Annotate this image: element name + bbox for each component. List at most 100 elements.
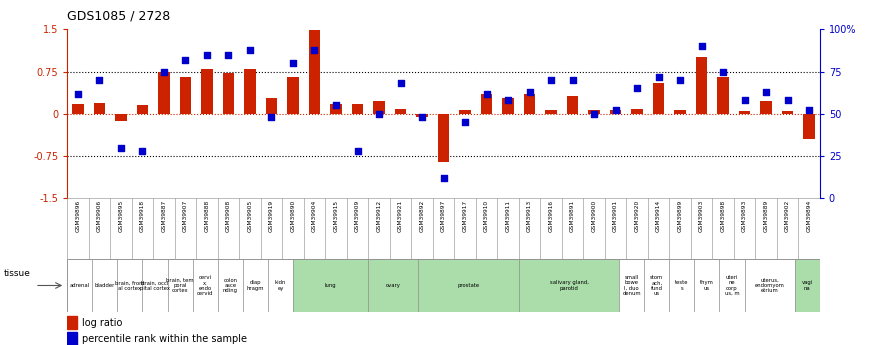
Text: brain, occi
pital cortex: brain, occi pital cortex (140, 280, 170, 291)
Text: kidn
ey: kidn ey (275, 280, 286, 291)
Bar (117, 259, 142, 312)
Bar (218, 259, 243, 312)
Point (608, 108, 623, 113)
Text: uteri
ne
corp
us, m: uteri ne corp us, m (725, 275, 739, 296)
Bar (745, 259, 795, 312)
Text: GSM39908: GSM39908 (226, 200, 231, 233)
Bar (502, 98, 514, 114)
Text: GSM39917: GSM39917 (462, 200, 468, 232)
Text: salivary gland,
parotid: salivary gland, parotid (549, 280, 589, 291)
Bar (644, 259, 669, 312)
Text: GSM39907: GSM39907 (183, 200, 188, 233)
Point (565, 77, 580, 83)
Text: ovary: ovary (386, 283, 401, 288)
Point (92, 77, 107, 83)
Bar (717, 77, 729, 114)
Text: thym
us: thym us (700, 280, 714, 291)
Bar (738, 111, 751, 114)
Text: GSM39899: GSM39899 (677, 200, 683, 233)
Point (694, 43, 709, 49)
Text: GSM39887: GSM39887 (161, 200, 167, 233)
Bar (394, 109, 407, 114)
Text: GSM39896: GSM39896 (75, 200, 81, 232)
Text: GSM39895: GSM39895 (118, 200, 124, 233)
Point (651, 74, 666, 79)
Bar (519, 259, 619, 312)
Text: GSM39911: GSM39911 (505, 200, 511, 232)
Text: GSM39902: GSM39902 (785, 200, 790, 233)
Point (71, 91, 85, 96)
Text: adrenal: adrenal (70, 283, 90, 288)
Text: GSM39889: GSM39889 (763, 200, 769, 233)
Text: percentile rank within the sample: percentile rank within the sample (82, 334, 246, 344)
Point (393, 81, 408, 86)
Point (350, 148, 365, 154)
Bar (265, 98, 278, 114)
Bar (652, 83, 665, 114)
Point (479, 91, 494, 96)
Bar (179, 77, 192, 114)
Point (200, 52, 214, 57)
Bar (566, 96, 579, 114)
Bar (694, 259, 719, 312)
Point (544, 77, 558, 83)
Text: uterus,
endomyom
etrium: uterus, endomyom etrium (754, 278, 785, 293)
Bar (115, 114, 127, 121)
Point (329, 102, 343, 108)
Point (157, 69, 171, 74)
Text: diap
hragm: diap hragm (246, 280, 264, 291)
Bar (201, 69, 213, 114)
Bar (136, 105, 149, 114)
Text: GSM39921: GSM39921 (398, 200, 403, 232)
Bar (193, 259, 218, 312)
Text: GSM39893: GSM39893 (742, 200, 747, 233)
Point (286, 60, 300, 66)
Text: GSM39898: GSM39898 (720, 200, 726, 233)
Text: brain, front
al cortex: brain, front al cortex (115, 280, 145, 291)
Bar (67, 332, 77, 345)
Point (114, 145, 128, 150)
Point (802, 108, 816, 113)
Bar (142, 259, 168, 312)
Text: GSM39888: GSM39888 (204, 200, 210, 233)
Point (522, 89, 537, 95)
Bar (760, 101, 772, 114)
Text: brain, tem
poral
cortex: brain, tem poral cortex (167, 278, 194, 293)
Text: GSM39918: GSM39918 (140, 200, 145, 232)
Bar (480, 94, 493, 114)
Text: teste
s: teste s (675, 280, 689, 291)
Bar (674, 110, 686, 114)
Point (630, 86, 644, 91)
Bar (781, 111, 794, 114)
Point (264, 115, 279, 120)
Point (436, 175, 451, 181)
Text: GSM39909: GSM39909 (355, 200, 360, 233)
Bar (437, 114, 450, 162)
Bar (523, 94, 536, 114)
Point (587, 111, 601, 117)
Bar (695, 58, 708, 114)
Text: GSM39897: GSM39897 (441, 200, 446, 233)
Text: GSM39894: GSM39894 (806, 200, 812, 233)
Bar (609, 110, 622, 114)
Text: GDS1085 / 2728: GDS1085 / 2728 (67, 10, 170, 22)
Bar (368, 259, 418, 312)
Text: GSM39912: GSM39912 (376, 200, 382, 232)
Bar (631, 109, 643, 114)
Bar (351, 104, 364, 114)
Text: GSM39916: GSM39916 (548, 200, 554, 232)
Text: GSM39903: GSM39903 (699, 200, 704, 233)
Text: GSM39915: GSM39915 (333, 200, 339, 232)
Text: stom
ach,
fund
us: stom ach, fund us (650, 275, 663, 296)
Text: GSM39914: GSM39914 (656, 200, 661, 232)
Point (780, 98, 795, 103)
Bar (795, 259, 820, 312)
Point (135, 148, 150, 154)
Text: prostate: prostate (458, 283, 479, 288)
Text: GSM39919: GSM39919 (269, 200, 274, 232)
Bar (719, 259, 745, 312)
Bar (308, 30, 321, 114)
Point (673, 77, 687, 83)
Text: GSM39904: GSM39904 (312, 200, 317, 233)
Bar (244, 69, 256, 114)
